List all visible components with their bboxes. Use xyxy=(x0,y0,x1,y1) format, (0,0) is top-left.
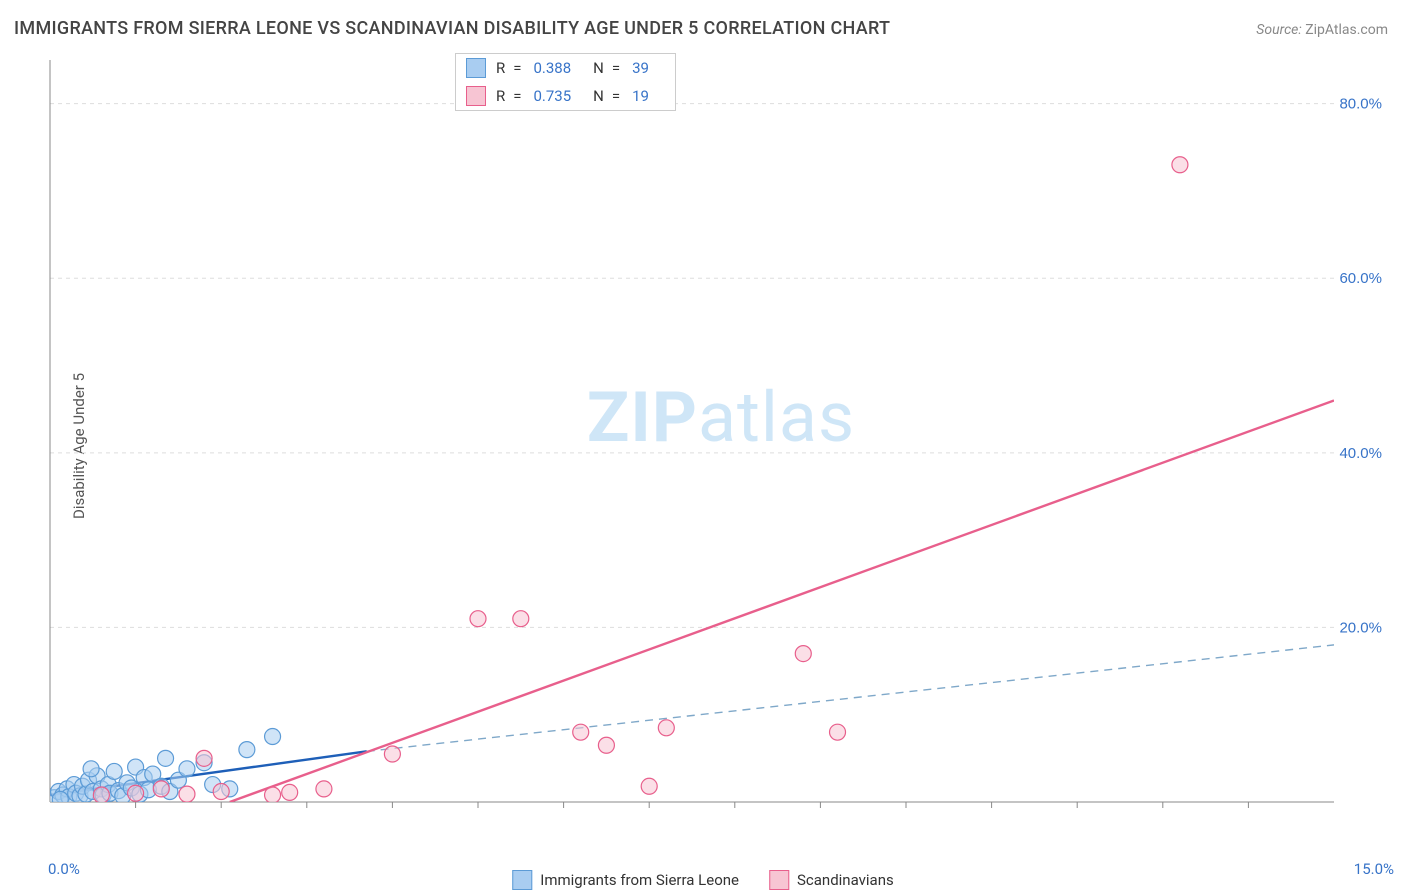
svg-text:20.0%: 20.0% xyxy=(1339,619,1382,636)
x-axis-max-label: 15.0% xyxy=(1354,860,1394,878)
legend-n-value-scand: 19 xyxy=(632,87,649,105)
chart-title: IMMIGRANTS FROM SIERRA LEONE VS SCANDINA… xyxy=(14,18,890,39)
legend-item-sierra: Immigrants from Sierra Leone xyxy=(512,870,739,890)
legend-n-value-sierra: 39 xyxy=(632,59,649,77)
svg-text:60.0%: 60.0% xyxy=(1339,270,1382,287)
correlation-legend: R = 0.388 N = 39 R = 0.735 N = 19 xyxy=(455,53,676,111)
legend-swatch-scand xyxy=(466,86,486,106)
legend-item-scand: Scandinavians xyxy=(769,870,894,890)
legend-bottom-swatch-scand xyxy=(769,870,789,890)
svg-text:40.0%: 40.0% xyxy=(1339,445,1382,462)
legend-n-label: N xyxy=(593,59,604,77)
x-axis-origin-label: 0.0% xyxy=(48,860,80,878)
legend-eq3: = xyxy=(513,87,521,105)
legend-label-scand: Scandinavians xyxy=(797,871,894,889)
legend-eq2: = xyxy=(612,59,620,77)
legend-row-sierra: R = 0.388 N = 39 xyxy=(456,54,675,82)
legend-r-label: R xyxy=(496,59,505,77)
legend-swatch-sierra xyxy=(466,58,486,78)
legend-row-scand: R = 0.735 N = 19 xyxy=(456,82,675,110)
legend-eq4: = xyxy=(612,87,620,105)
legend-r-value-scand: 0.735 xyxy=(533,87,571,105)
source-label: Source: xyxy=(1256,22,1301,38)
source-attribution: Source: ZipAtlas.com xyxy=(1256,22,1388,38)
legend-r-label2: R xyxy=(496,87,505,105)
legend-label-sierra: Immigrants from Sierra Leone xyxy=(540,871,739,889)
chart-svg: 20.0% 40.0% 60.0% 80.0% xyxy=(48,50,1394,850)
source-value: ZipAtlas.com xyxy=(1305,22,1388,38)
series-legend: Immigrants from Sierra Leone Scandinavia… xyxy=(512,870,893,890)
legend-eq: = xyxy=(513,59,521,77)
legend-n-label2: N xyxy=(593,87,604,105)
chart-plot-area: ZIPatlas 20.0%40.0%60.0%80.0% xyxy=(48,50,1394,850)
svg-text:80.0%: 80.0% xyxy=(1339,96,1382,113)
legend-r-value-sierra: 0.388 xyxy=(533,59,571,77)
legend-bottom-swatch-sierra xyxy=(512,870,532,890)
